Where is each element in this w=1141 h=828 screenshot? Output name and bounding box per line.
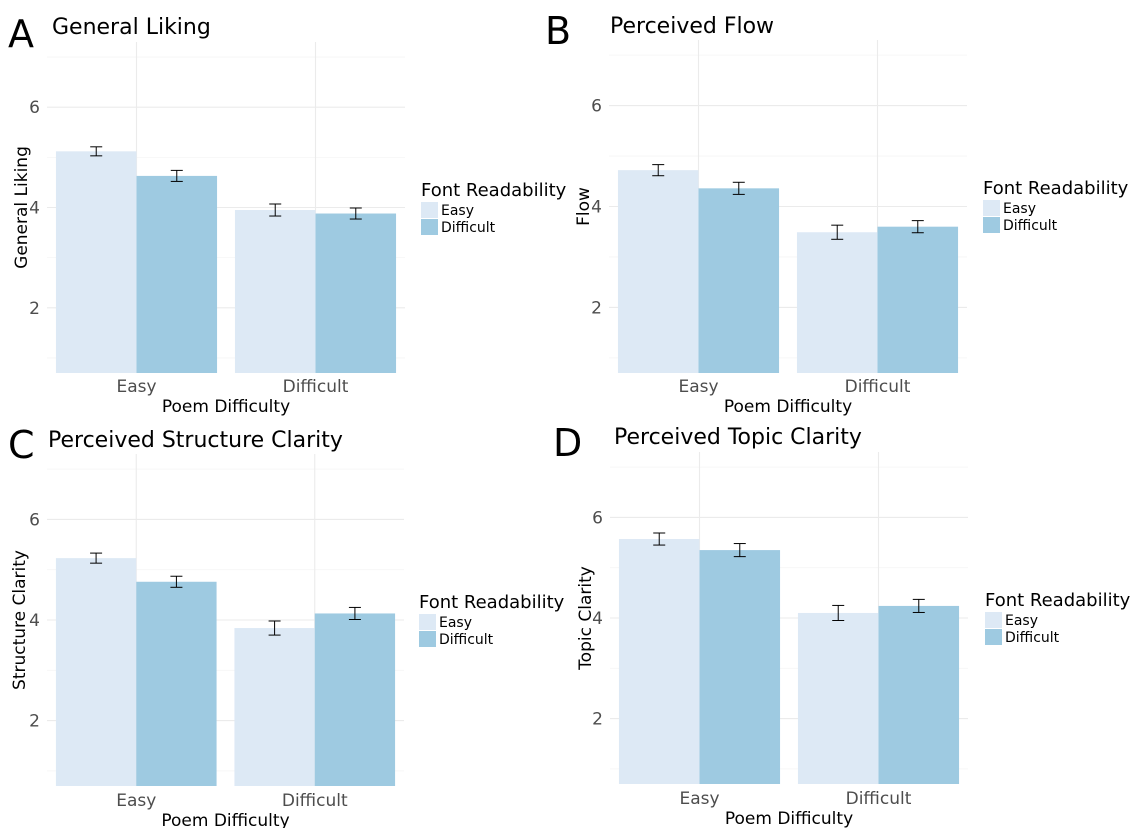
y-axis-title: Flow bbox=[574, 187, 594, 226]
error-bar bbox=[652, 164, 665, 177]
y-tick-label: 4 bbox=[29, 611, 40, 631]
legend-title: Font Readability bbox=[421, 180, 567, 201]
y-tick-label: 6 bbox=[29, 510, 40, 530]
panel-letter: A bbox=[8, 12, 34, 56]
error-bar bbox=[170, 169, 183, 182]
x-axis-title: Poem Difficulty bbox=[161, 811, 289, 828]
panel-letter: B bbox=[545, 9, 571, 53]
y-axis-title: Topic Clarity bbox=[576, 566, 596, 671]
error-bar bbox=[170, 575, 183, 588]
bar-easy-difficult bbox=[797, 612, 879, 784]
y-tick-label: 2 bbox=[29, 299, 40, 319]
x-tick-label: Easy bbox=[116, 791, 156, 811]
error-bar bbox=[349, 207, 362, 220]
panel-letter: C bbox=[8, 423, 35, 467]
panel-title: Perceived Structure Clarity bbox=[48, 428, 343, 453]
error-bar bbox=[911, 220, 924, 234]
bar-difficult-easy bbox=[699, 550, 781, 784]
bar-easy-easy bbox=[617, 170, 699, 373]
x-tick-label: Easy bbox=[116, 377, 156, 397]
x-axis-title: Poem Difficulty bbox=[725, 809, 853, 828]
legend-key-easy bbox=[421, 202, 438, 218]
x-axis-title: Poem Difficulty bbox=[724, 397, 852, 417]
y-tick-label: 2 bbox=[592, 710, 603, 730]
y-axis-title: General Liking bbox=[12, 146, 32, 269]
legend-label: Difficult bbox=[441, 220, 496, 236]
bar-easy-difficult bbox=[796, 232, 878, 373]
legend-label: Easy bbox=[439, 615, 472, 631]
x-tick-label: Difficult bbox=[282, 791, 348, 811]
legend-key-difficult bbox=[983, 217, 1000, 233]
legend-title: Font Readability bbox=[983, 178, 1129, 199]
legend-key-easy bbox=[419, 614, 436, 630]
bar-difficult-easy bbox=[698, 188, 780, 373]
error-bar bbox=[90, 146, 103, 157]
y-tick-label: 4 bbox=[592, 609, 603, 629]
error-bar bbox=[269, 203, 282, 217]
x-axis-title: Poem Difficulty bbox=[162, 397, 290, 417]
legend-key-difficult bbox=[419, 631, 436, 647]
bar-difficult-difficult bbox=[315, 213, 397, 373]
y-tick-label: 6 bbox=[29, 98, 40, 118]
bar-difficult-difficult bbox=[878, 605, 960, 784]
bar-difficult-difficult bbox=[877, 226, 959, 373]
panel-title: Perceived Topic Clarity bbox=[614, 425, 862, 450]
x-tick-label: Easy bbox=[678, 377, 718, 397]
legend-key-easy bbox=[983, 200, 1000, 216]
legend-label: Difficult bbox=[1003, 218, 1058, 234]
legend-label: Easy bbox=[1005, 613, 1038, 629]
legend-key-difficult bbox=[421, 219, 438, 235]
legend-label: Easy bbox=[441, 203, 474, 219]
error-bar bbox=[653, 532, 666, 546]
bar-difficult-easy bbox=[136, 581, 217, 786]
y-tick-label: 2 bbox=[591, 298, 602, 318]
y-tick-label: 6 bbox=[592, 508, 603, 528]
bar-easy-difficult bbox=[234, 628, 315, 786]
bar-difficult-difficult bbox=[314, 613, 396, 786]
error-bar bbox=[268, 620, 281, 636]
error-bar bbox=[831, 224, 844, 240]
panel-letter: D bbox=[553, 421, 582, 465]
panel-title: General Liking bbox=[52, 15, 211, 40]
y-tick-label: 6 bbox=[591, 97, 602, 117]
error-bar bbox=[348, 606, 361, 620]
legend-label: Difficult bbox=[439, 632, 494, 648]
y-tick-label: 4 bbox=[591, 198, 602, 218]
bar-easy-easy bbox=[618, 539, 700, 784]
error-bar bbox=[732, 181, 745, 195]
legend-label: Difficult bbox=[1005, 630, 1060, 646]
bar-easy-easy bbox=[55, 558, 137, 786]
bar-easy-easy bbox=[55, 151, 137, 373]
legend-key-difficult bbox=[985, 629, 1002, 645]
bar-difficult-easy bbox=[136, 175, 218, 373]
legend-title: Font Readability bbox=[419, 592, 565, 613]
legend-label: Easy bbox=[1003, 201, 1036, 217]
bar-easy-difficult bbox=[234, 210, 316, 373]
error-bar bbox=[832, 604, 845, 622]
panel-title: Perceived Flow bbox=[610, 14, 774, 39]
x-tick-label: Easy bbox=[679, 789, 719, 809]
y-axis-title: Structure Clarity bbox=[10, 550, 30, 690]
legend-title: Font Readability bbox=[985, 590, 1131, 611]
error-bar bbox=[912, 598, 925, 613]
x-tick-label: Difficult bbox=[845, 377, 911, 397]
x-tick-label: Difficult bbox=[846, 789, 912, 809]
error-bar bbox=[90, 552, 103, 564]
error-bar bbox=[733, 543, 746, 558]
legend-key-easy bbox=[985, 612, 1002, 628]
y-tick-label: 2 bbox=[29, 712, 40, 732]
x-tick-label: Difficult bbox=[283, 377, 349, 397]
y-tick-label: 4 bbox=[29, 199, 40, 219]
